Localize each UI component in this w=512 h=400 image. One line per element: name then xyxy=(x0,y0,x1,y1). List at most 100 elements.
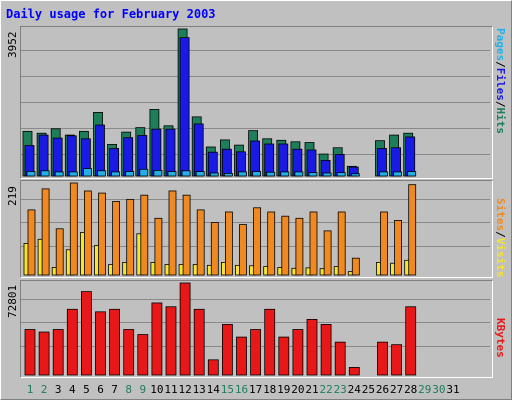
bar-sites-19 xyxy=(281,215,290,276)
bar-pages-3 xyxy=(54,171,64,177)
bar-kbytes-18 xyxy=(264,308,276,376)
bar-kbytes-16 xyxy=(236,336,247,376)
bar-sites-21 xyxy=(309,211,318,276)
bar-kbytes-17 xyxy=(250,329,262,376)
bar-kbytes-24 xyxy=(348,367,360,376)
day-label-2: 2 xyxy=(41,383,48,396)
bar-pages-4 xyxy=(68,171,78,177)
bar-pages-5 xyxy=(83,168,92,177)
bar-kbytes-1 xyxy=(24,329,36,376)
day-label-9: 9 xyxy=(139,383,146,396)
bar-files-15 xyxy=(221,148,232,177)
day-label-30: 30 xyxy=(432,383,445,396)
bar-pages-19 xyxy=(280,171,290,177)
bar-sites-20 xyxy=(295,217,304,276)
bar-files-10 xyxy=(151,128,162,177)
day-label-4: 4 xyxy=(69,383,76,396)
bar-sites-7 xyxy=(112,201,120,276)
bar-pages-21 xyxy=(308,172,318,177)
bar-pages-6 xyxy=(97,170,106,177)
bar-pages-16 xyxy=(238,171,247,177)
bar-sites-9 xyxy=(140,194,149,276)
bar-kbytes-5 xyxy=(81,291,92,376)
bar-sites-18 xyxy=(267,211,276,276)
bar-sites-15 xyxy=(224,211,233,276)
bar-files-6 xyxy=(95,124,105,177)
day-label-24: 24 xyxy=(348,383,362,396)
bar-kbytes-19 xyxy=(278,336,290,376)
bar-kbytes-6 xyxy=(95,311,106,376)
bar-kbytes-7 xyxy=(109,308,120,376)
bar-pages-7 xyxy=(111,171,120,177)
bar-sites-14 xyxy=(210,222,219,276)
bar-sites-16 xyxy=(239,224,247,276)
bar-sites-13 xyxy=(196,209,205,276)
bar-sites-27 xyxy=(394,219,403,276)
bar-kbytes-21 xyxy=(306,318,318,376)
bar-pages-27 xyxy=(393,171,403,177)
bar-files-17 xyxy=(250,140,261,177)
bar-sites-12 xyxy=(182,194,191,276)
bar-sites-22 xyxy=(323,230,332,276)
bar-kbytes-3 xyxy=(52,329,64,376)
bar-files-8 xyxy=(123,137,134,177)
bar-files-18 xyxy=(264,143,275,177)
bar-pages-9 xyxy=(139,168,149,177)
bar-pages-11 xyxy=(167,171,177,177)
day-label-29: 29 xyxy=(418,383,431,396)
day-label-28: 28 xyxy=(404,383,417,396)
day-label-8: 8 xyxy=(125,383,132,396)
bar-pages-13 xyxy=(195,171,205,177)
day-label-7: 7 xyxy=(111,383,118,396)
bar-files-11 xyxy=(165,128,176,177)
day-label-1: 1 xyxy=(27,383,34,396)
bar-kbytes-10 xyxy=(151,302,163,376)
bar-sites-5 xyxy=(84,190,92,276)
day-label-15: 15 xyxy=(221,383,234,396)
day-label-6: 6 xyxy=(97,383,104,396)
bar-sites-1 xyxy=(27,209,36,276)
bar-sites-10 xyxy=(154,217,163,276)
day-label-25: 25 xyxy=(362,383,375,396)
bar-kbytes-28 xyxy=(405,306,417,376)
bar-kbytes-9 xyxy=(137,334,149,376)
bar-kbytes-12 xyxy=(179,282,191,376)
bar-pages-12 xyxy=(181,170,191,177)
bar-pages-2 xyxy=(40,170,50,177)
bar-kbytes-14 xyxy=(207,359,219,376)
bar-sites-4 xyxy=(69,182,78,276)
bar-files-14 xyxy=(207,151,218,177)
bar-files-13 xyxy=(193,123,204,177)
bar-sites-24 xyxy=(351,257,360,276)
bar-pages-26 xyxy=(379,171,388,177)
day-label-26: 26 xyxy=(376,383,389,396)
bar-files-3 xyxy=(52,137,63,177)
chart-title: Daily usage for February 2003 xyxy=(6,7,216,21)
day-label-18: 18 xyxy=(263,383,276,396)
bar-files-21 xyxy=(306,149,317,177)
bar-pages-23 xyxy=(336,172,346,177)
day-label-22: 22 xyxy=(319,383,332,396)
bar-pages-17 xyxy=(252,171,262,177)
bar-pages-14 xyxy=(209,172,219,177)
bar-sites-23 xyxy=(337,211,346,276)
bar-pages-10 xyxy=(153,170,163,177)
bar-kbytes-22 xyxy=(320,324,332,376)
day-label-19: 19 xyxy=(277,383,290,396)
bar-files-2 xyxy=(38,134,49,177)
bar-sites-8 xyxy=(126,198,135,276)
bar-sites-26 xyxy=(380,211,388,276)
day-label-3: 3 xyxy=(55,383,62,396)
bar-pages-24 xyxy=(350,173,360,177)
bar-pages-22 xyxy=(322,172,332,177)
bar-sites-11 xyxy=(168,190,177,276)
day-label-11: 11 xyxy=(164,383,177,396)
bar-pages-20 xyxy=(294,171,304,177)
day-label-27: 27 xyxy=(390,383,403,396)
bar-kbytes-4 xyxy=(66,308,78,376)
bar-sites-3 xyxy=(55,228,64,276)
bar-kbytes-20 xyxy=(292,329,304,376)
day-label-17: 17 xyxy=(249,383,262,396)
bar-pages-18 xyxy=(266,171,276,177)
